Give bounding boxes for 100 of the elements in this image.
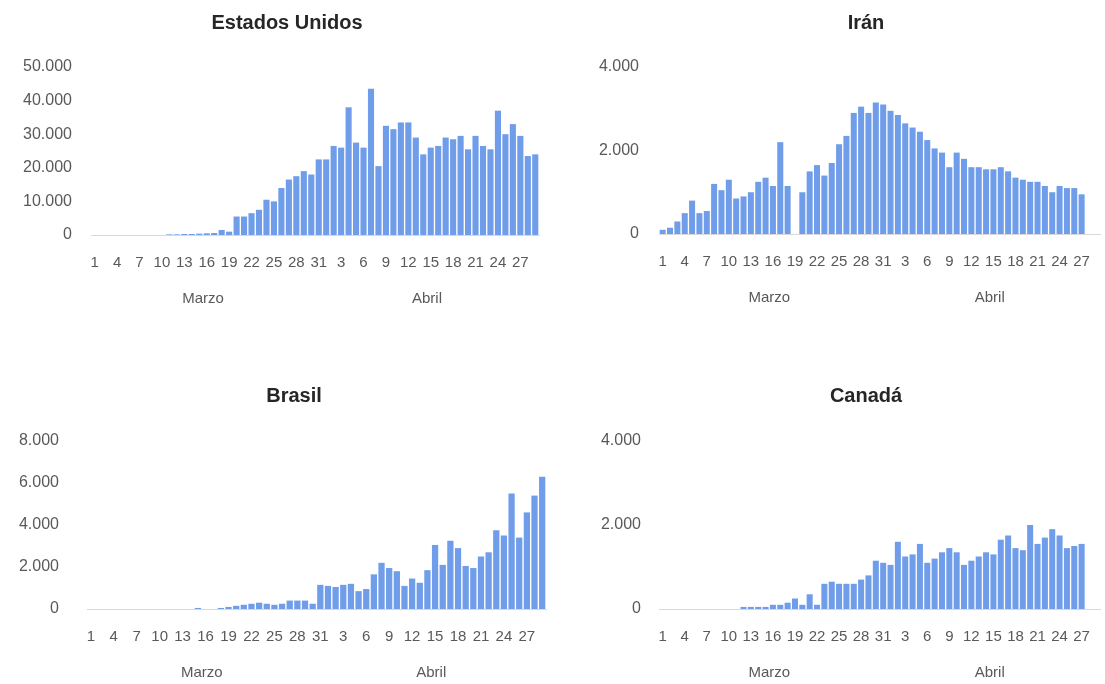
x-tick-label: 9 — [381, 253, 391, 271]
x-tick-label: 1 — [658, 627, 667, 645]
chart-title: Brasil — [266, 383, 322, 407]
y-tick-label: 4.000 — [18, 515, 60, 533]
x-tick-label: 27 — [511, 253, 529, 271]
x-tick-label: 18 — [449, 627, 467, 645]
x-tick-label: 21 — [1029, 627, 1046, 645]
y-tick-label: 0 — [632, 599, 642, 617]
y-tick-label: 30.000 — [23, 124, 73, 142]
x-tick-label: 24 — [489, 253, 507, 271]
y-tick-label: 6.000 — [18, 473, 60, 491]
x-tick-label: 6 — [923, 627, 932, 645]
x-tick-label: 21 — [467, 253, 484, 271]
y-tick-label: 2.000 — [598, 140, 640, 158]
x-tick-label: 25 — [266, 627, 283, 645]
text: Abril — [974, 288, 1005, 306]
x-tick-label: 9 — [945, 627, 954, 645]
y-tick-label: 10.000 — [23, 191, 73, 209]
x-tick-label: 18 — [444, 253, 462, 271]
y-tick-label: 8.000 — [18, 431, 60, 449]
x-tick-label: 4 — [680, 627, 689, 645]
x-tick-label: 1 — [658, 252, 667, 270]
x-tick-label: 15 — [985, 252, 1002, 270]
x-tick-label: 19 — [220, 253, 238, 271]
x-tick-label: 18 — [1007, 252, 1024, 270]
x-tick-label: 27 — [518, 627, 536, 645]
x-tick-label: 7 — [702, 627, 711, 645]
x-tick-label: 3 — [901, 252, 910, 270]
x-tick-label: 13 — [742, 252, 760, 270]
text: Marzo — [182, 289, 224, 307]
x-tick-label: 10 — [720, 252, 738, 270]
y-tick-label: 0 — [63, 225, 73, 243]
x-tick-label: 9 — [385, 627, 394, 645]
chart-title: Irán — [847, 10, 885, 34]
y-tick-label: 40.000 — [23, 91, 73, 109]
x-tick-label: 16 — [197, 627, 214, 645]
text: Marzo — [180, 663, 223, 681]
x-tick-label: 7 — [135, 253, 144, 271]
x-tick-label: 3 — [901, 627, 910, 645]
x-tick-label: 4 — [109, 627, 118, 645]
x-tick-label: 13 — [742, 627, 760, 645]
x-tick-label: 10 — [151, 627, 169, 645]
x-tick-label: 19 — [786, 627, 804, 645]
x-tick-label: 6 — [923, 252, 932, 270]
y-tick-label: 50.000 — [23, 57, 73, 75]
x-tick-label: 22 — [808, 627, 826, 645]
x-tick-label: 27 — [1073, 252, 1090, 270]
y-tick-label: 4.000 — [598, 57, 640, 75]
text: Abril — [974, 663, 1005, 681]
text: Marzo — [748, 288, 791, 306]
chart-title: Canadá — [829, 383, 903, 407]
x-tick-label: 3 — [339, 627, 348, 645]
chart-title: Estados Unidos — [211, 10, 363, 34]
x-tick-label: 12 — [403, 627, 421, 645]
x-tick-label: 25 — [830, 627, 848, 645]
x-tick-label: 6 — [362, 627, 371, 645]
x-tick-label: 19 — [220, 627, 237, 645]
text: Abril — [416, 663, 447, 681]
x-tick-label: 12 — [963, 627, 980, 645]
x-tick-label: 27 — [1073, 627, 1090, 645]
y-tick-label: 2.000 — [600, 515, 642, 533]
x-tick-label: 21 — [472, 627, 490, 645]
x-tick-label: 16 — [198, 253, 216, 271]
text: Marzo — [748, 663, 791, 681]
bar — [799, 192, 806, 234]
x-tick-label: 22 — [243, 627, 260, 645]
x-tick-label: 4 — [112, 253, 122, 271]
x-tick-label: 31 — [874, 627, 892, 645]
x-tick-label: 9 — [945, 252, 954, 270]
x-tick-label: 24 — [495, 627, 513, 645]
x-tick-label: 13 — [175, 253, 193, 271]
y-tick-label: 2.000 — [18, 557, 60, 575]
x-tick-label: 15 — [985, 627, 1002, 645]
x-tick-label: 12 — [399, 253, 417, 271]
x-tick-label: 28 — [852, 252, 870, 270]
x-tick-label: 19 — [786, 252, 804, 270]
x-tick-label: 4 — [680, 252, 689, 270]
x-tick-label: 10 — [720, 627, 738, 645]
x-tick-label: 10 — [153, 253, 171, 271]
x-tick-label: 31 — [311, 627, 329, 645]
x-tick-label: 22 — [243, 253, 260, 271]
x-tick-label: 24 — [1051, 627, 1068, 645]
x-tick-label: 16 — [764, 252, 782, 270]
x-tick-label: 12 — [963, 252, 980, 270]
x-tick-label: 1 — [90, 253, 99, 271]
bar — [784, 185, 791, 234]
y-tick-label: 4.000 — [600, 431, 642, 449]
x-tick-label: 25 — [265, 253, 283, 271]
x-tick-label: 1 — [86, 627, 95, 645]
x-tick-label: 31 — [310, 253, 328, 271]
x-tick-label: 18 — [1007, 627, 1024, 645]
x-tick-label: 25 — [830, 252, 848, 270]
bar — [1078, 543, 1085, 609]
x-tick-label: 3 — [336, 253, 346, 271]
y-tick-label: 0 — [630, 224, 640, 242]
x-tick-label: 28 — [852, 627, 870, 645]
bar — [1078, 194, 1085, 234]
text: Abril — [411, 289, 443, 307]
x-tick-label: 31 — [874, 252, 892, 270]
x-tick-label: 7 — [702, 252, 711, 270]
